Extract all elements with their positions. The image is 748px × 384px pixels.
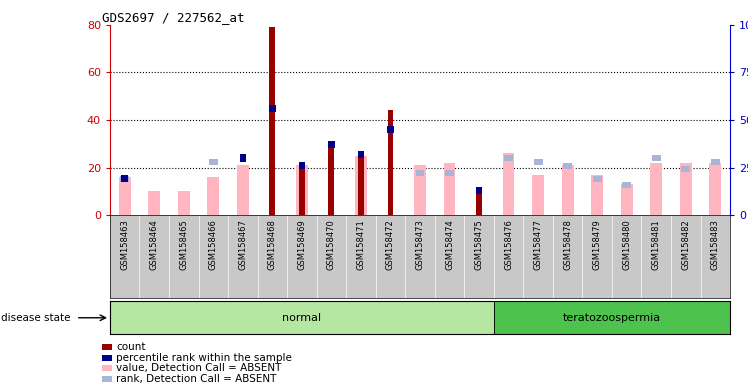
Text: GSM158481: GSM158481 [652,219,660,270]
Bar [387,126,393,133]
Bar [296,165,307,215]
Bar [239,154,246,162]
Bar [328,141,334,148]
Bar [476,189,482,215]
Text: GSM158483: GSM158483 [711,219,720,270]
Text: GSM158471: GSM158471 [357,219,366,270]
Text: GSM158482: GSM158482 [681,219,690,270]
Bar [387,111,393,215]
Text: rank, Detection Call = ABSENT: rank, Detection Call = ABSENT [116,374,276,384]
Text: GSM158476: GSM158476 [504,219,513,270]
Bar [533,175,544,215]
Bar [358,156,364,215]
Bar [622,182,631,188]
Bar [120,176,129,182]
Bar [299,163,305,215]
Bar [709,163,721,215]
Text: count: count [116,342,145,352]
Text: GSM158478: GSM158478 [563,219,572,270]
Text: percentile rank within the sample: percentile rank within the sample [116,353,292,362]
Bar [298,162,305,169]
Bar [355,156,367,215]
Bar [444,163,456,215]
Bar [494,301,730,334]
Text: value, Detection Call = ABSENT: value, Detection Call = ABSENT [116,363,281,373]
Text: teratozoospermia: teratozoospermia [563,313,661,323]
Bar [119,177,131,215]
Bar [476,187,482,194]
Bar [680,163,692,215]
Text: GSM158464: GSM158464 [150,219,159,270]
Bar [269,105,275,112]
Bar [681,166,690,172]
Bar [563,163,572,169]
Text: GSM158469: GSM158469 [298,219,307,270]
Text: GSM158472: GSM158472 [386,219,395,270]
Bar [592,176,601,182]
Text: GSM158467: GSM158467 [239,219,248,270]
Text: GSM158473: GSM158473 [415,219,425,270]
Bar [237,165,249,215]
Text: GSM158475: GSM158475 [474,219,483,270]
Text: GSM158470: GSM158470 [327,219,336,270]
Text: GSM158479: GSM158479 [592,219,601,270]
Text: GSM158466: GSM158466 [209,219,218,270]
Text: disease state: disease state [1,313,70,323]
Text: GSM158465: GSM158465 [180,219,188,270]
Bar [650,163,662,215]
Text: GSM158468: GSM158468 [268,219,277,270]
Bar [121,175,128,182]
Bar [148,191,160,215]
Bar [207,177,219,215]
Text: GSM158463: GSM158463 [120,219,129,270]
Bar [416,170,424,176]
Bar [358,151,364,158]
Bar [445,170,454,176]
Bar [652,155,660,161]
Bar [269,27,275,215]
Text: GSM158477: GSM158477 [533,219,542,270]
Bar [591,175,603,215]
Bar [110,301,494,334]
Bar [621,184,633,215]
Text: normal: normal [282,313,322,323]
Text: GSM158474: GSM158474 [445,219,454,270]
Bar [414,165,426,215]
Bar [562,165,574,215]
Bar [178,191,190,215]
Text: GSM158480: GSM158480 [622,219,631,270]
Bar [503,153,515,215]
Bar [504,155,513,161]
Text: GDS2697 / 227562_at: GDS2697 / 227562_at [102,12,245,25]
Bar [328,144,334,215]
Bar [533,159,542,165]
Bar [711,159,720,165]
Bar [209,159,218,165]
